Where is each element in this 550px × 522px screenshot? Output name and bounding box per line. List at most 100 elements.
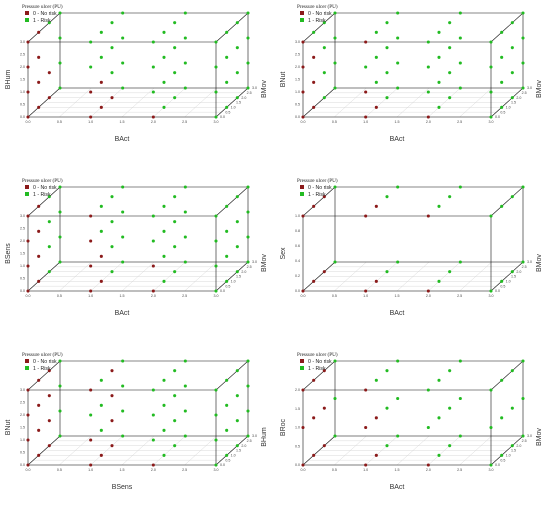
point-risk <box>396 185 400 189</box>
point-risk <box>173 245 177 249</box>
point-no-risk <box>89 388 93 392</box>
point-risk <box>58 235 62 239</box>
point-no-risk <box>301 214 305 218</box>
point-risk <box>246 434 250 438</box>
point-risk <box>500 80 504 84</box>
point-risk <box>121 86 125 90</box>
y-tick-label: 0.5 <box>20 103 25 107</box>
point-no-risk <box>301 115 305 119</box>
x-tick-label: 2.0 <box>426 294 431 298</box>
z-tick-label: 0.5 <box>225 284 230 288</box>
z-tick-label: 3.0 <box>527 86 532 90</box>
y-tick-label: 2.5 <box>20 227 25 231</box>
box-edge <box>27 12 61 43</box>
point-no-risk <box>26 264 30 268</box>
point-no-risk <box>26 289 30 293</box>
z-axis-label: BMov <box>536 254 543 272</box>
z-tick-label: 2.0 <box>241 270 246 274</box>
y-tick-label: 0.5 <box>295 444 300 448</box>
z-tick-label: 3.0 <box>252 434 257 438</box>
point-risk <box>458 396 462 401</box>
point-risk <box>225 254 229 258</box>
point-risk <box>510 96 514 100</box>
point-risk <box>47 220 51 224</box>
point-no-risk <box>364 388 368 392</box>
point-risk <box>235 220 239 224</box>
data-points <box>301 11 525 119</box>
point-risk <box>333 61 337 65</box>
point-risk <box>489 115 493 119</box>
point-risk <box>500 279 504 283</box>
point-no-risk <box>301 90 305 94</box>
box-edge <box>490 435 524 466</box>
point-no-risk <box>26 115 30 119</box>
legend-swatch-no-risk <box>25 11 29 15</box>
z-tick-label: 2.0 <box>241 96 246 100</box>
point-risk <box>500 105 504 109</box>
box-edge <box>215 186 249 217</box>
x-tick-label: 3.0 <box>489 468 494 472</box>
point-risk <box>173 96 177 100</box>
point-risk <box>458 260 462 264</box>
point-no-risk <box>312 55 316 59</box>
data-points <box>301 185 525 293</box>
point-risk <box>110 195 114 199</box>
point-risk <box>121 409 125 413</box>
point-risk <box>426 40 430 44</box>
point-risk <box>47 270 51 274</box>
data-points <box>26 359 250 467</box>
legend-label: 1 - Risk <box>33 18 51 24</box>
y-tick-label: 3.0 <box>20 388 25 392</box>
point-no-risk <box>374 416 378 420</box>
point-no-risk <box>89 289 93 293</box>
point-risk <box>385 195 389 199</box>
x-tick-label: 2.5 <box>182 468 187 472</box>
point-risk <box>110 220 114 224</box>
point-risk <box>510 444 514 448</box>
point-risk <box>426 90 430 94</box>
point-risk <box>458 11 462 15</box>
point-risk <box>58 36 62 40</box>
box-edge <box>215 261 249 292</box>
x-tick-label: 2.5 <box>457 468 462 472</box>
point-risk <box>385 21 389 25</box>
point-no-risk <box>426 289 430 293</box>
point-risk <box>448 444 452 448</box>
point-risk <box>225 229 229 233</box>
z-tick-label: 2.5 <box>247 439 252 443</box>
point-risk <box>110 21 114 25</box>
point-risk <box>58 359 62 363</box>
point-risk <box>99 204 103 208</box>
point-no-risk <box>37 254 41 258</box>
z-tick-label: 1.5 <box>236 449 241 453</box>
point-no-risk <box>89 239 93 243</box>
x-tick-label: 1.0 <box>363 294 368 298</box>
point-no-risk <box>37 279 41 283</box>
z-tick-label: 1.0 <box>506 280 511 284</box>
z-tick-label: 0.0 <box>220 289 225 293</box>
point-risk <box>110 270 114 274</box>
box-edge <box>27 360 61 391</box>
point-risk <box>246 210 250 214</box>
point-no-risk <box>312 80 316 84</box>
x-tick-label: 1.5 <box>395 120 400 124</box>
x-tick-label: 1.5 <box>120 120 125 124</box>
z-tick-label: 2.5 <box>522 91 527 95</box>
point-risk <box>500 55 504 59</box>
point-risk <box>458 36 462 40</box>
point-risk <box>396 61 400 65</box>
point-risk <box>510 21 514 25</box>
point-risk <box>333 434 337 438</box>
scatter3d-svg: 0.0 0.5 1.0 1.5 2.0 2.5 3.00.00.51.01.52.02.53… <box>5 3 268 143</box>
box-edge <box>302 261 336 292</box>
box-edge <box>302 360 336 391</box>
y-tick-label: 1.5 <box>20 78 25 82</box>
point-risk <box>121 384 125 388</box>
z-tick-label: 3.0 <box>252 260 257 264</box>
point-risk <box>58 210 62 214</box>
point-risk <box>448 46 452 50</box>
point-risk <box>173 46 177 50</box>
legend-swatch-risk <box>300 366 304 370</box>
